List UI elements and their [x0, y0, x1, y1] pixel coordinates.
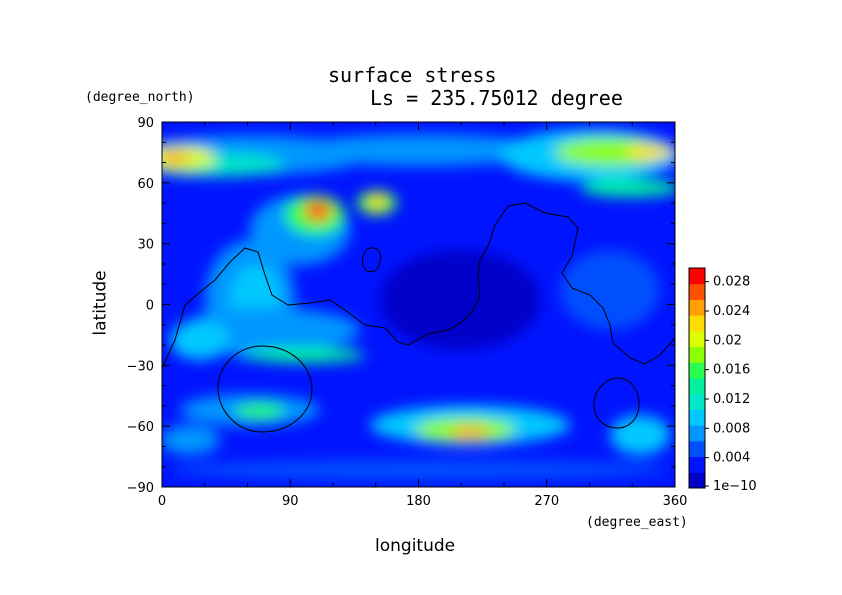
y-tick-label: 60	[137, 177, 154, 192]
colorbar: 0.028 0.024 0.02 0.016 0.012 0.008 0.004 1e−10	[688, 267, 757, 494]
y-tick-label: 90	[137, 116, 154, 131]
coastline-west	[162, 202, 675, 369]
colorbar-tick-label: 0.016	[713, 363, 750, 378]
y-tick-label: −90	[127, 481, 154, 496]
colorbar-swatch	[689, 409, 705, 426]
x-tick-label: 90	[282, 494, 299, 509]
stress-field	[162, 122, 675, 487]
coastline-island-2	[217, 345, 313, 433]
y-tick-label: 0	[146, 299, 154, 314]
x-axis-label: longitude	[375, 536, 456, 556]
y-units-label: (degree_north)	[85, 90, 195, 105]
axis-ticks	[161, 121, 676, 488]
colorbar-swatch	[689, 283, 705, 300]
colorbar-swatch	[689, 378, 705, 395]
colorbar-swatch	[689, 330, 705, 348]
colorbar-swatch	[689, 315, 705, 332]
colorbar-swatch	[689, 425, 705, 442]
x-tick-label: 360	[663, 494, 688, 509]
chart-subtitle: Ls = 235.75012 degree	[370, 86, 623, 110]
coastline-island-3	[593, 377, 640, 429]
colorbar-tick-label: 0.008	[713, 421, 750, 436]
colorbar-tick-label: 0.028	[713, 275, 750, 290]
colorbar-tick-label: 0.012	[713, 392, 750, 407]
colorbar-swatch	[689, 472, 705, 489]
y-tick-label: −30	[127, 359, 154, 374]
y-tick-label: 30	[137, 238, 154, 253]
chart-title: surface stress	[328, 63, 497, 87]
x-tick-label: 180	[406, 494, 431, 509]
colorbar-tick-label: 0.02	[713, 333, 742, 348]
x-units-label: (degree_east)	[586, 515, 688, 530]
coastlines	[162, 202, 675, 433]
colorbar-tick-label: 0.024	[713, 304, 750, 319]
colorbar-swatch	[689, 268, 705, 285]
colorbar-swatch	[689, 299, 705, 316]
x-tick-label: 0	[158, 494, 166, 509]
coastline-island-1	[362, 247, 382, 273]
colorbar-tick-label: 1e−10	[713, 479, 757, 494]
colorbar-tick-label: 0.004	[713, 451, 750, 466]
colorbar-swatch	[689, 440, 705, 458]
y-tick-label: −60	[127, 420, 154, 435]
colorbar-swatch	[689, 456, 705, 473]
x-tick-label: 270	[534, 494, 559, 509]
colorbar-swatch	[689, 362, 705, 379]
colorbar-swatch	[689, 393, 705, 410]
axis-tick-labels: 0 90 180 270 360 90 60 30 0 −30 −60 −90	[127, 116, 688, 509]
field-patches	[162, 129, 675, 480]
colorbar-frame	[688, 267, 706, 489]
colorbar-swatch	[689, 346, 705, 363]
